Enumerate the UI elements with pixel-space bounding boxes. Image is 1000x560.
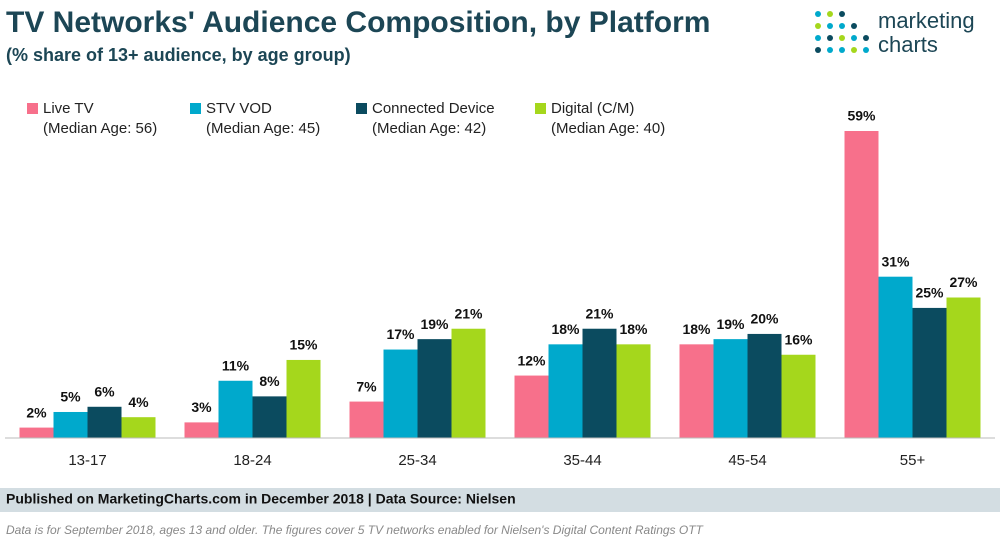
value-label: 7% [356, 378, 377, 394]
value-label: 17% [386, 326, 415, 342]
bar [514, 375, 549, 438]
bar [844, 131, 879, 438]
bar [218, 380, 253, 438]
logo-dots [815, 11, 869, 53]
legend-sublabel: (Median Age: 42) [372, 120, 486, 137]
x-tick-label: 35-44 [563, 452, 601, 469]
value-label: 2% [26, 404, 47, 420]
bar [912, 307, 947, 438]
bar [946, 297, 981, 438]
legend-label: Live TV [43, 100, 94, 117]
bar [252, 396, 287, 438]
logo-text: charts [878, 32, 938, 57]
bar [451, 328, 486, 438]
value-label: 3% [191, 399, 212, 415]
value-label: 18% [682, 321, 711, 337]
bar [19, 427, 54, 438]
legend-label: STV VOD [206, 100, 272, 117]
bar [286, 359, 321, 438]
bar [121, 417, 156, 438]
bar [548, 344, 583, 438]
x-tick-label: 25-34 [398, 452, 436, 469]
bar [713, 339, 748, 438]
value-label: 6% [94, 383, 115, 399]
value-label: 25% [915, 285, 944, 301]
bar [417, 339, 452, 438]
source: Published on MarketingCharts.com in Dece… [6, 491, 516, 507]
bar [383, 349, 418, 438]
bar [878, 276, 913, 438]
value-label: 18% [551, 321, 580, 337]
bar [616, 344, 651, 438]
bar [747, 333, 782, 438]
x-tick-label: 13-17 [68, 452, 106, 469]
bar [53, 411, 88, 438]
value-label: 21% [585, 305, 614, 321]
note: Data is for September 2018, ages 13 and … [6, 523, 705, 537]
value-label: 31% [881, 253, 910, 269]
value-label: 15% [289, 337, 318, 353]
value-label: 27% [949, 274, 978, 290]
value-label: 4% [128, 394, 149, 410]
value-label: 59% [847, 108, 876, 124]
bar [679, 344, 714, 438]
chart-subtitle: (% share of 13+ audience, by age group) [6, 45, 351, 65]
legend-swatch [356, 103, 367, 114]
logo-text: marketing [878, 8, 975, 33]
bar [582, 328, 617, 438]
bar [781, 354, 816, 438]
value-label: 20% [750, 311, 779, 327]
chart-title: TV Networks' Audience Composition, by Pl… [6, 6, 710, 39]
value-label: 18% [619, 321, 648, 337]
value-label: 12% [517, 352, 546, 368]
value-label: 16% [784, 331, 813, 347]
legend-sublabel: (Median Age: 56) [43, 120, 157, 137]
legend-swatch [535, 103, 546, 114]
x-tick-label: 45-54 [728, 452, 766, 469]
value-label: 5% [60, 389, 81, 405]
bar [349, 401, 384, 438]
source-bar [0, 488, 1000, 512]
value-label: 8% [259, 373, 280, 389]
bar [87, 406, 122, 438]
legend-sublabel: (Median Age: 40) [551, 120, 665, 137]
legend-swatch [27, 103, 38, 114]
legend-sublabel: (Median Age: 45) [206, 120, 320, 137]
value-label: 21% [454, 305, 483, 321]
legend-label: Digital (C/M) [551, 100, 634, 117]
x-tick-label: 55+ [900, 452, 926, 469]
value-label: 19% [420, 316, 449, 332]
bar [184, 422, 219, 438]
x-tick-label: 18-24 [233, 452, 271, 469]
value-label: 11% [222, 357, 250, 373]
value-label: 19% [716, 316, 745, 332]
legend-swatch [190, 103, 201, 114]
legend-label: Connected Device [372, 100, 495, 117]
